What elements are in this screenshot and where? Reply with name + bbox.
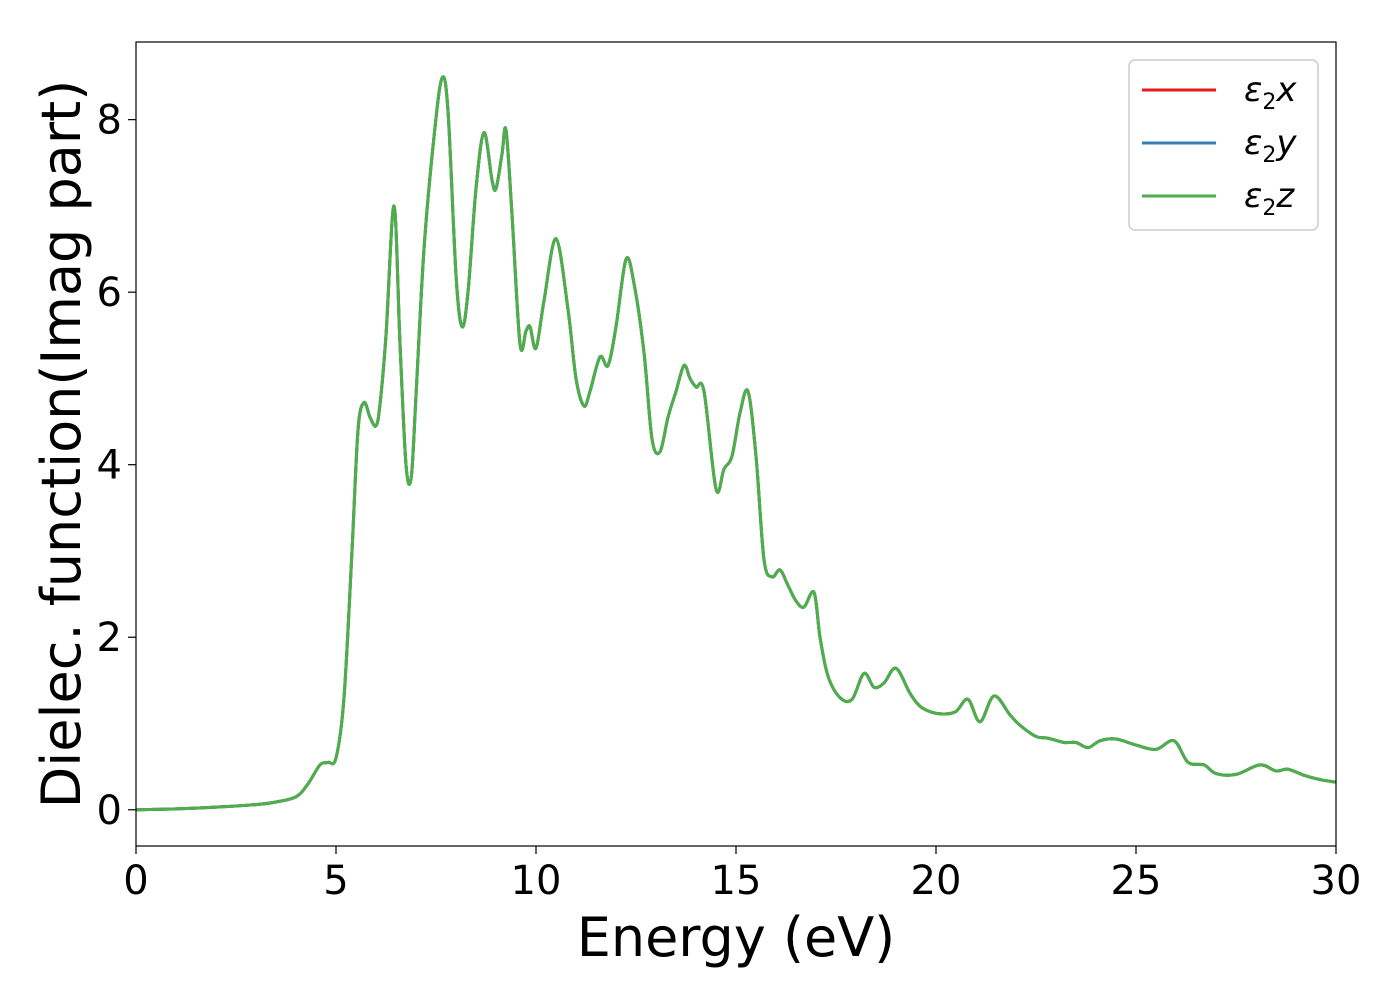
x-tick-label: 5 [323,858,348,904]
series-line-z [135,75,1337,812]
plot-lines [135,75,1337,812]
y-tick-label: 2 [97,615,122,661]
y-tick-label: 0 [97,788,122,834]
y-axis: 0 2 4 6 8 [97,98,136,834]
legend-label: ε2x [1244,70,1297,115]
legend-box [1128,59,1319,231]
x-tick-label: 0 [123,858,148,904]
x-tick-label: 20 [911,858,962,904]
legend-label: ε2y [1244,123,1297,168]
legend: ε2x ε2y ε2z [1128,59,1319,231]
y-tick-label: 8 [97,98,122,144]
x-axis: 0 5 10 15 20 25 30 [123,846,1361,904]
y-tick-label: 4 [97,443,122,489]
x-tick-label: 25 [1111,858,1162,904]
x-tick-label: 30 [1311,858,1362,904]
y-tick-label: 6 [97,270,122,316]
legend-label: ε2z [1244,176,1295,221]
y-axis-title: Dielec. function(Imag part) [30,80,93,809]
x-axis-title: Energy (eV) [577,906,896,969]
x-tick-label: 15 [711,858,762,904]
x-tick-label: 10 [511,858,562,904]
